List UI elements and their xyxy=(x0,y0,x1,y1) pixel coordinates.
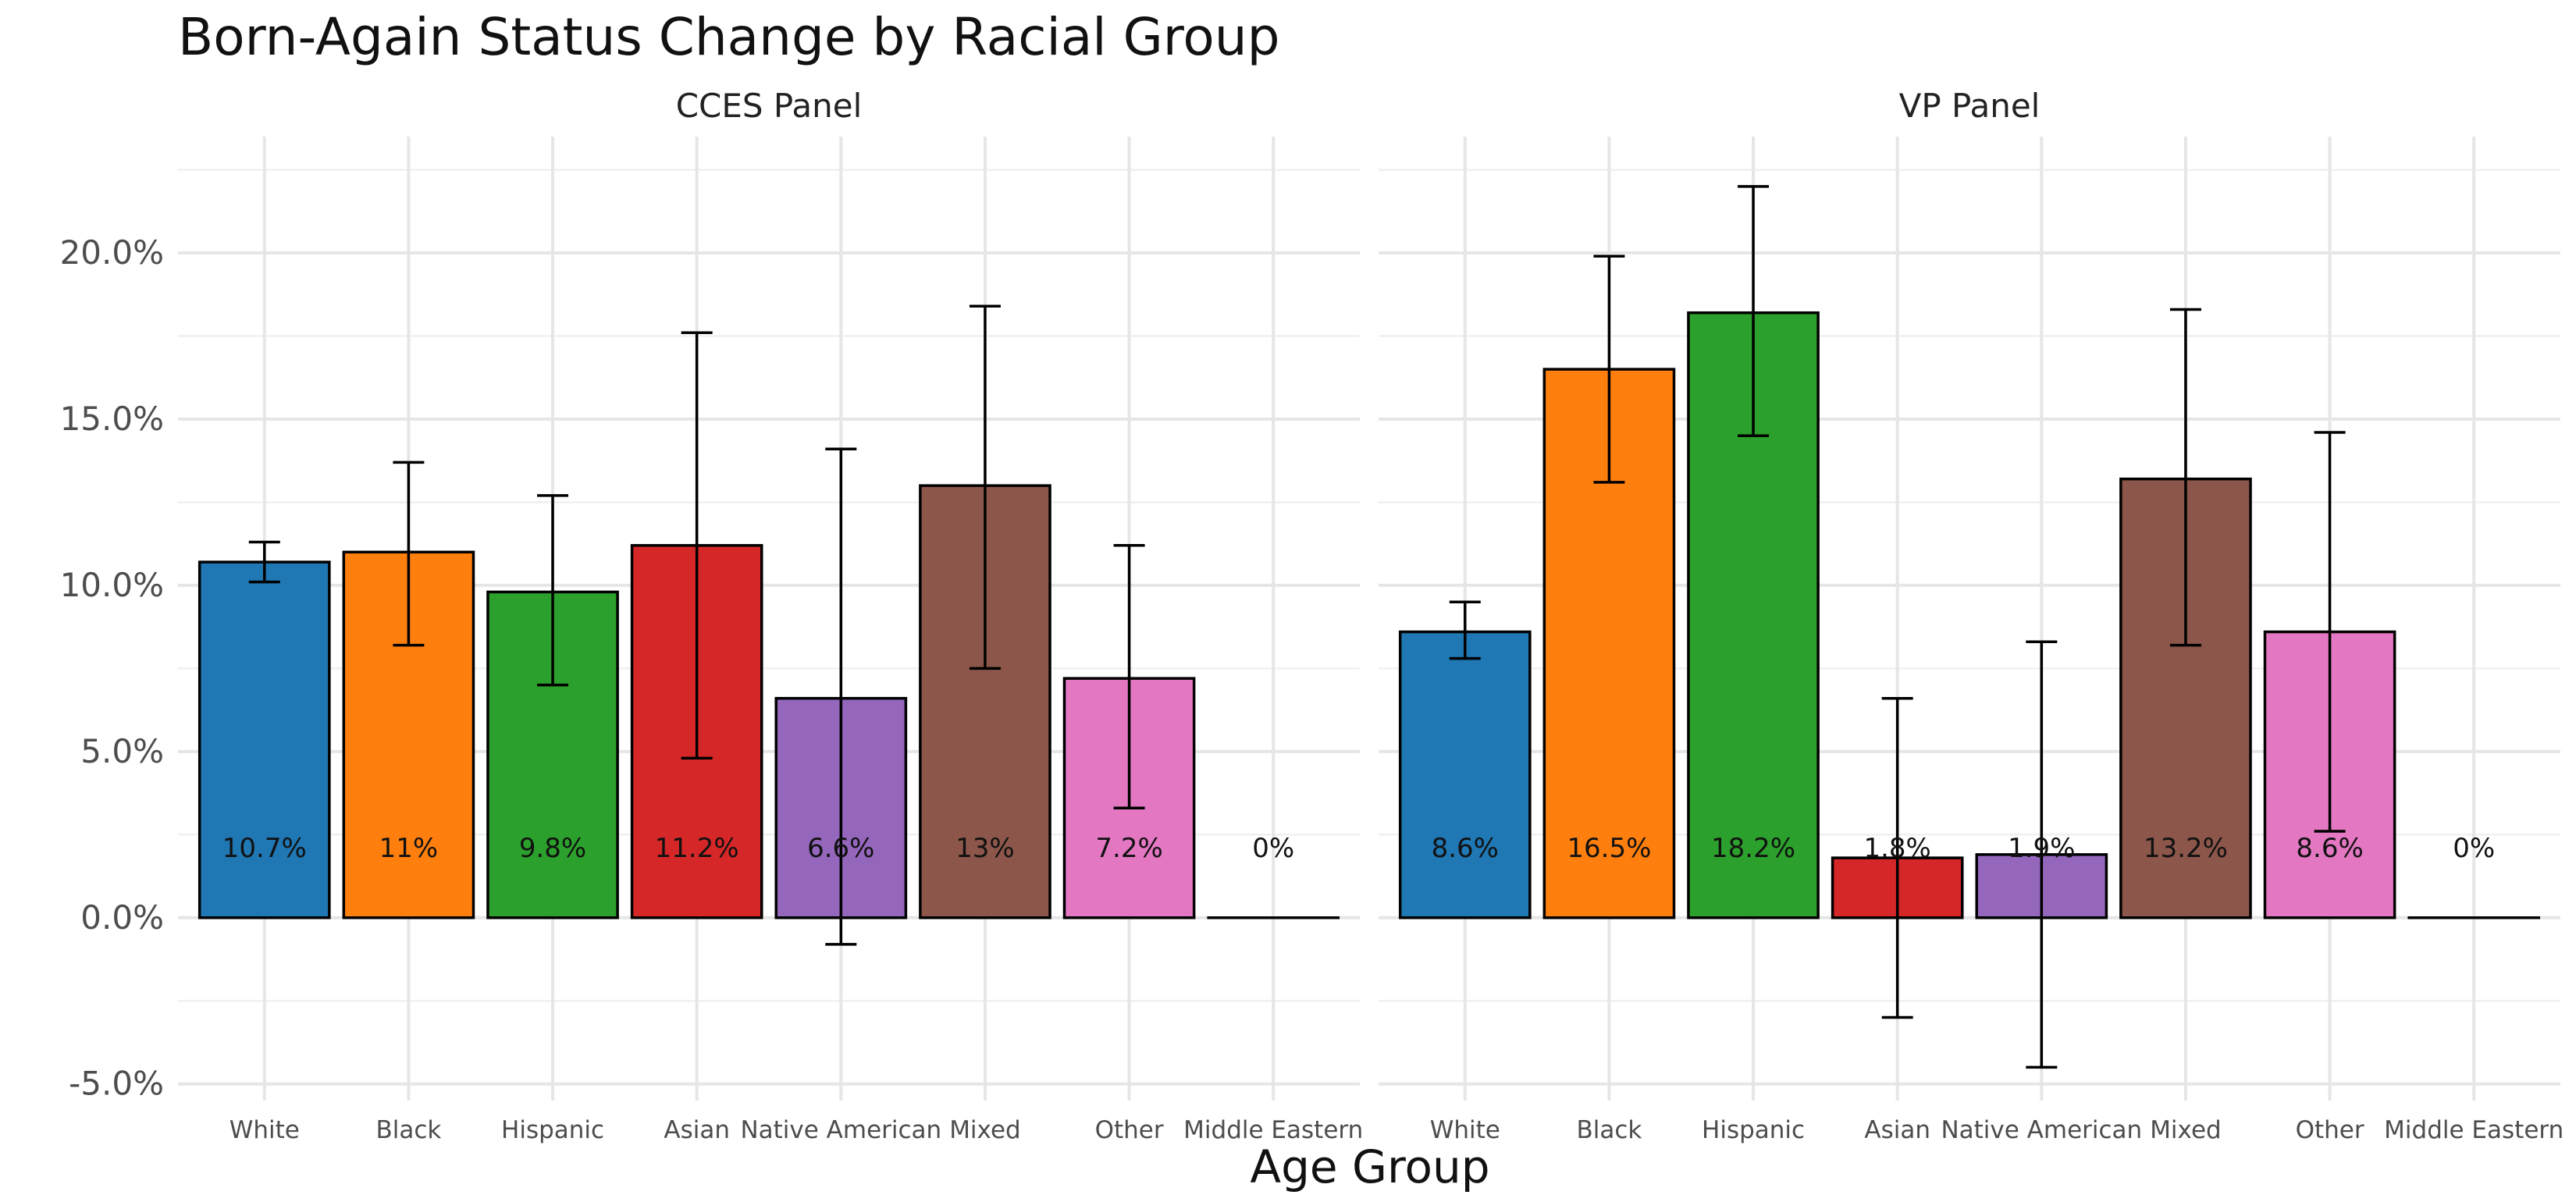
error-bar xyxy=(1738,185,1770,438)
error-bar xyxy=(2169,308,2201,647)
data-label: 11.2% xyxy=(655,833,739,864)
error-bar xyxy=(537,494,569,687)
data-label: 13.2% xyxy=(2144,833,2228,864)
data-label: 1.9% xyxy=(2008,833,2075,864)
error-bar xyxy=(248,540,280,584)
data-label: 18.2% xyxy=(1711,833,1795,864)
y-tick-label: 0.0% xyxy=(80,898,164,937)
x-tick-label: Other xyxy=(2296,1116,2364,1144)
x-tick-label: Asian xyxy=(664,1116,730,1144)
x-tick-label: Middle Eastern xyxy=(1183,1116,1363,1144)
error-bar xyxy=(2026,640,2058,1069)
error-bar xyxy=(1449,600,1481,660)
panels: CCES Panel 10.7% 11% 9.8% 11.2% 6.6% 13% 7.2% 0%… xyxy=(178,87,2564,1144)
data-label: 6.6% xyxy=(807,833,874,864)
panel-title: CCES Panel xyxy=(676,87,863,125)
panel-2: VP Panel 8.6% 16.5% 18.2% 1.8% 1.9% 13.2% 8.6% 0… xyxy=(1379,87,2564,1144)
error-bar xyxy=(969,304,1001,670)
data-label: 8.6% xyxy=(2296,833,2363,864)
x-tick-label: Asian xyxy=(1864,1116,1930,1144)
y-tick-label: 10.0% xyxy=(60,566,164,604)
x-tick-label: Hispanic xyxy=(1702,1116,1805,1144)
y-tick-label: 5.0% xyxy=(80,732,164,770)
data-label: 8.6% xyxy=(1432,833,1499,864)
bar xyxy=(197,560,331,919)
panel-title: VP Panel xyxy=(1899,87,2041,125)
x-tick-label: Native American xyxy=(740,1116,941,1144)
data-label: 10.7% xyxy=(222,833,307,864)
data-label: 13% xyxy=(955,833,1015,864)
error-bar xyxy=(1593,254,1625,484)
data-label: 9.8% xyxy=(519,833,586,864)
data-label: 11% xyxy=(379,833,439,864)
error-bar xyxy=(393,461,425,647)
chart-title: Born-Again Status Change by Racial Group xyxy=(178,7,1280,67)
x-tick-label: White xyxy=(229,1116,300,1144)
x-axis-label: Age Group xyxy=(1250,1140,1489,1193)
x-tick-label: White xyxy=(1430,1116,1500,1144)
panel-1: CCES Panel 10.7% 11% 9.8% 11.2% 6.6% 13% 7.2% 0%… xyxy=(178,87,1363,1144)
y-axis: -5.0% 0.0% 5.0% 10.0% 15.0% 20.0% xyxy=(60,233,164,1103)
x-tick-label: Other xyxy=(1095,1116,1164,1144)
x-tick-label: Hispanic xyxy=(501,1116,604,1144)
data-label: 1.8% xyxy=(1863,833,1930,864)
y-tick-label: -5.0% xyxy=(69,1065,164,1103)
x-tick-label: Mixed xyxy=(2150,1116,2222,1144)
x-tick-label: Black xyxy=(1576,1116,1642,1144)
data-label: 0% xyxy=(1252,833,1294,864)
x-tick-label: Middle Eastern xyxy=(2384,1116,2564,1144)
bar xyxy=(1398,630,1532,919)
error-bar xyxy=(825,447,857,946)
x-tick-label: Mixed xyxy=(949,1116,1021,1144)
error-bar xyxy=(1881,696,1913,1019)
data-label: 16.5% xyxy=(1567,833,1651,864)
data-label: 0% xyxy=(2453,833,2495,864)
error-bar xyxy=(2314,431,2346,833)
y-tick-label: 20.0% xyxy=(60,233,164,272)
data-label: 7.2% xyxy=(1095,833,1162,864)
x-tick-label: Black xyxy=(375,1116,441,1144)
x-tick-label: Native American xyxy=(1941,1116,2142,1144)
bar xyxy=(919,484,1051,919)
error-bar xyxy=(1113,544,1145,809)
y-tick-label: 15.0% xyxy=(60,400,164,438)
error-bar xyxy=(681,331,713,760)
